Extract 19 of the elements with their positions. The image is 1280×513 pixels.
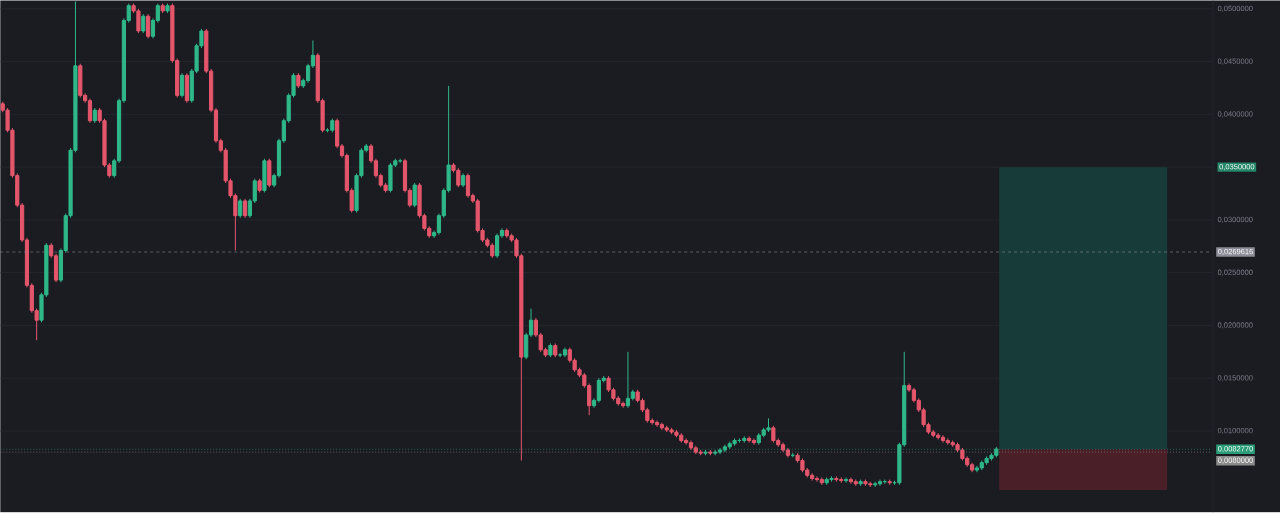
candlestick — [742, 435, 747, 444]
candlestick — [78, 63, 83, 99]
candlestick — [548, 343, 553, 358]
candlestick — [834, 476, 839, 483]
candlestick — [165, 3, 170, 14]
candlestick — [262, 158, 267, 194]
candlestick — [708, 449, 713, 456]
candlestick — [553, 343, 558, 358]
candlestick — [412, 182, 417, 208]
candlestick — [141, 13, 146, 34]
candlestick — [330, 118, 335, 133]
candlestick — [887, 479, 892, 486]
candlestick — [267, 158, 272, 188]
candlestick — [160, 3, 165, 14]
candlestick — [703, 449, 708, 456]
candlestick — [257, 178, 262, 194]
candlestick — [296, 72, 301, 89]
candlestick — [858, 479, 863, 487]
candlestick — [771, 425, 776, 444]
